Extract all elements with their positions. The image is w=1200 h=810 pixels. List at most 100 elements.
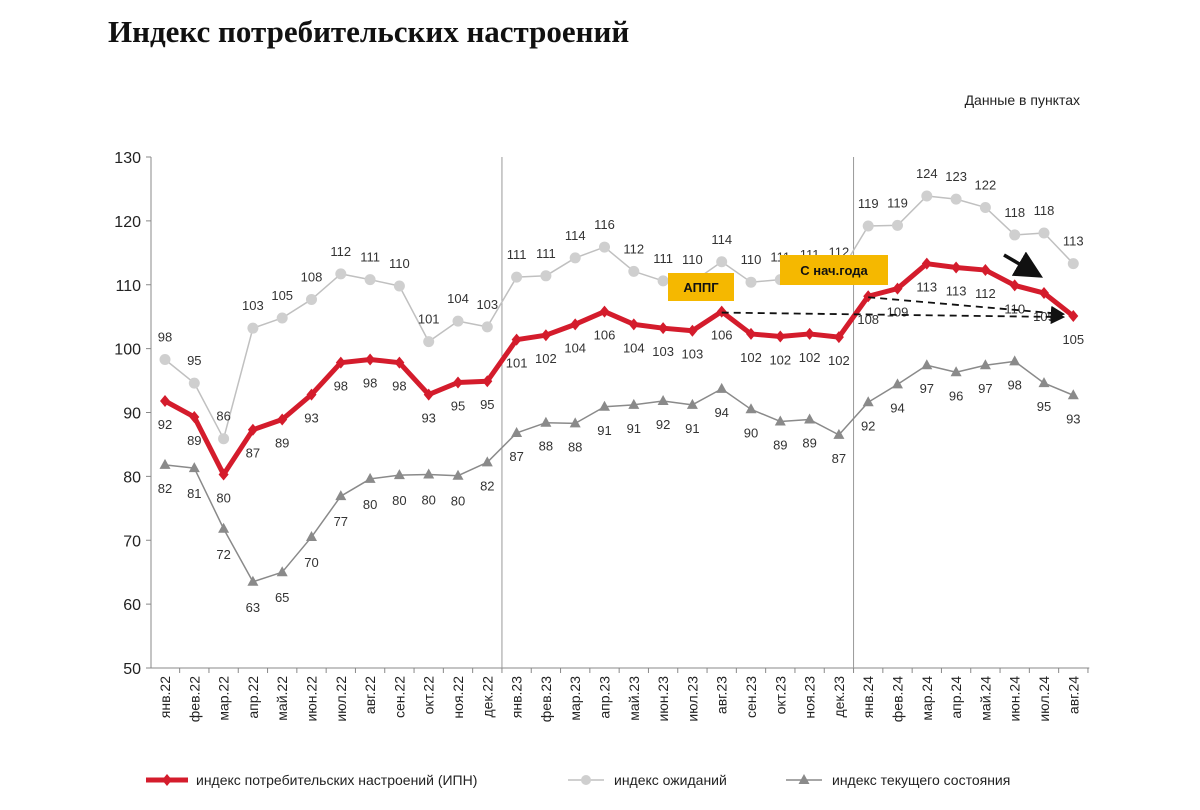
x-tick-label: авг.23	[714, 676, 730, 714]
ipn-point	[746, 327, 756, 340]
appg-badge	[668, 273, 734, 301]
x-tick-label: фев.23	[538, 676, 554, 722]
x-tick-label: июн.22	[304, 676, 320, 722]
data-label: 104	[623, 340, 645, 355]
expectations-point	[862, 220, 874, 232]
x-tick-label: фев.24	[890, 676, 906, 722]
data-label: 87	[246, 446, 260, 461]
data-label: 122	[975, 177, 997, 192]
trend-arrow	[1003, 251, 1044, 278]
ipn-point	[863, 290, 874, 303]
legend-ipn-label: индекс потребительских настроений (ИПН)	[196, 772, 477, 788]
data-label: 91	[597, 423, 611, 438]
current-point	[950, 366, 962, 377]
x-tick-label: июл.22	[333, 676, 349, 722]
expectations-point	[393, 280, 405, 292]
y-tick-label: 50	[123, 661, 141, 678]
data-label: 103	[242, 298, 264, 313]
data-label: 110	[682, 252, 703, 267]
data-label: 108	[857, 312, 879, 327]
ipn-point	[951, 261, 962, 274]
ipn-point	[687, 324, 698, 337]
data-label: 106	[711, 328, 733, 343]
x-tick-label: июн.23	[655, 676, 671, 722]
data-label: 103	[682, 347, 704, 362]
data-label: 98	[158, 329, 172, 344]
x-tick-label: янв.23	[509, 676, 525, 718]
expectations-point	[892, 219, 903, 231]
current-point	[1009, 355, 1021, 366]
expectations-point	[423, 336, 435, 348]
x-tick-label: май.23	[626, 676, 642, 721]
data-label: 105	[1062, 332, 1084, 347]
x-tick-label: апр.23	[597, 676, 613, 719]
current-point	[833, 428, 845, 439]
ipn-point	[658, 322, 669, 335]
current-point	[921, 359, 933, 370]
ipn-point	[247, 423, 258, 436]
x-tick-label: фев.22	[186, 676, 202, 722]
data-label: 109	[887, 305, 909, 320]
x-tick-label: авг.24	[1065, 676, 1081, 714]
expectations-point	[481, 321, 493, 333]
data-label: 89	[275, 436, 289, 451]
expectations-point	[218, 433, 230, 445]
data-label: 102	[799, 350, 821, 365]
x-tick-label: дек.23	[831, 676, 847, 718]
data-label: 119	[887, 195, 908, 210]
x-tick-label: авг.22	[362, 676, 378, 714]
current-point	[481, 456, 493, 467]
ipn-point	[628, 318, 639, 331]
expectations-point	[657, 275, 669, 287]
data-label: 82	[480, 478, 494, 493]
x-tick-label: сен.22	[391, 676, 407, 718]
data-label: 119	[858, 196, 879, 211]
data-label: 111	[360, 250, 380, 265]
data-label: 110	[389, 256, 410, 271]
data-label: 124	[916, 166, 938, 181]
expectations-point	[276, 312, 288, 324]
data-label: 87	[832, 451, 846, 466]
data-label: 98	[363, 375, 377, 390]
data-label: 88	[539, 439, 553, 454]
data-label: 98	[1007, 377, 1021, 392]
ipn-point	[716, 305, 727, 318]
current-point	[306, 531, 317, 542]
data-label: 104	[447, 291, 469, 306]
x-tick-label: ноя.22	[450, 676, 466, 719]
data-label: 86	[216, 409, 230, 424]
data-label: 89	[187, 433, 201, 448]
series-line	[163, 261, 1075, 477]
current-point	[657, 395, 669, 406]
data-label: 106	[594, 328, 616, 343]
data-label: 112	[623, 241, 644, 256]
ipn-point	[980, 264, 991, 277]
x-tick-label: мар.24	[919, 676, 935, 721]
data-label: 80	[421, 492, 435, 507]
units-note: Данные в пунктах	[964, 92, 1080, 108]
data-label: 111	[653, 251, 673, 266]
current-point	[979, 359, 991, 370]
ytd-arrow	[868, 296, 1066, 321]
current-point	[540, 416, 552, 427]
data-label: 90	[744, 425, 758, 440]
ipn-point	[365, 353, 376, 366]
data-label: 88	[568, 439, 582, 454]
data-label: 108	[301, 269, 323, 284]
data-label: 93	[1066, 411, 1080, 426]
ipn-point	[599, 305, 610, 318]
ipn-point	[833, 331, 844, 344]
ipn-point	[218, 468, 229, 481]
current-point	[892, 378, 903, 389]
data-label: 102	[740, 350, 762, 365]
y-tick-label: 110	[115, 278, 141, 295]
expectations-point	[950, 193, 962, 205]
x-tick-label: июл.23	[684, 676, 700, 722]
x-tick-label: ноя.23	[802, 676, 818, 719]
data-label: 95	[187, 353, 201, 368]
current-point	[335, 490, 347, 501]
y-tick-label: 130	[114, 150, 141, 167]
ipn-point	[160, 395, 170, 408]
ytd-badge-text: С нач.года	[800, 263, 868, 278]
